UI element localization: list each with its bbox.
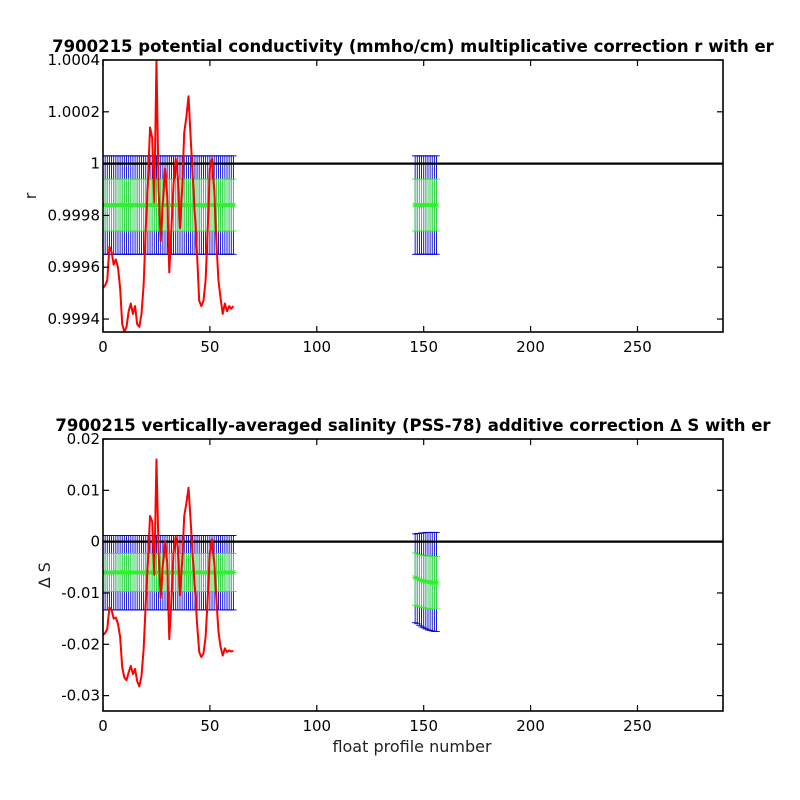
chart-title: 7900215 potential conductivity (mmho/cm)… bbox=[52, 37, 774, 56]
y-tick-label: 1 bbox=[90, 155, 100, 173]
y-tick-label: -0.02 bbox=[61, 635, 100, 653]
x-tick-label: 200 bbox=[516, 338, 545, 356]
x-tick-label: 100 bbox=[302, 717, 331, 735]
x-tick-label: 250 bbox=[623, 717, 652, 735]
error-center-marker bbox=[412, 574, 419, 581]
x-axis-label: float profile number bbox=[332, 737, 492, 756]
x-tick-label: 250 bbox=[623, 338, 652, 356]
y-tick-label: 0.9994 bbox=[48, 310, 101, 328]
x-tick-label: 100 bbox=[302, 338, 331, 356]
conductivity-correction-panel: 0 50 100 150 200 250 0.9994 0.9996 0.9998 1 1.0002… bbox=[21, 37, 775, 356]
y-tick-label: 0 bbox=[90, 533, 100, 551]
error-center-marker bbox=[427, 579, 434, 586]
plot-content bbox=[103, 60, 723, 332]
error-center-marker bbox=[416, 576, 423, 583]
x-tick-label: 0 bbox=[98, 338, 108, 356]
y-tick-label: 0.01 bbox=[67, 481, 100, 499]
salinity-correction-panel: 0 50 100 150 200 250 -0.03 -0.02 -0.01 0 0.01 0.027… bbox=[35, 416, 771, 756]
x-tick-label: 50 bbox=[200, 717, 219, 735]
x-tick-label: 50 bbox=[200, 338, 219, 356]
y-tick-label: 1.0002 bbox=[48, 103, 101, 121]
y-axis-label: ∆ S bbox=[35, 562, 54, 589]
y-tick-label: -0.03 bbox=[61, 687, 100, 705]
x-tick-label: 200 bbox=[516, 717, 545, 735]
error-center-marker bbox=[424, 578, 431, 585]
error-center-marker bbox=[230, 569, 237, 576]
axes-frame bbox=[102, 438, 724, 712]
y-tick-label: 0.9996 bbox=[48, 258, 101, 276]
error-center-marker bbox=[433, 579, 440, 586]
y-tick-label: 0.02 bbox=[67, 430, 100, 448]
error-center-marker bbox=[414, 575, 421, 582]
x-tick-label: 0 bbox=[98, 717, 108, 735]
error-center-marker bbox=[433, 202, 440, 209]
plot-area bbox=[103, 60, 723, 332]
plot-content bbox=[103, 458, 723, 688]
plot-area bbox=[103, 439, 723, 711]
x-tick-label: 150 bbox=[409, 338, 438, 356]
series-line-profile-correction bbox=[103, 60, 235, 332]
y-tick-label: -0.01 bbox=[61, 584, 100, 602]
chart-title: 7900215 vertically-averaged salinity (PS… bbox=[55, 416, 771, 435]
y-axis-label: r bbox=[21, 192, 40, 199]
error-center-marker bbox=[230, 202, 237, 209]
series-line-profile-correction bbox=[103, 458, 234, 688]
error-center-marker bbox=[418, 577, 425, 584]
error-center-marker bbox=[420, 578, 427, 585]
axes-frame bbox=[102, 59, 724, 333]
y-tick-label: 1.0004 bbox=[48, 51, 101, 69]
y-tick-label: 0.9998 bbox=[48, 206, 101, 224]
x-tick-label: 150 bbox=[409, 717, 438, 735]
